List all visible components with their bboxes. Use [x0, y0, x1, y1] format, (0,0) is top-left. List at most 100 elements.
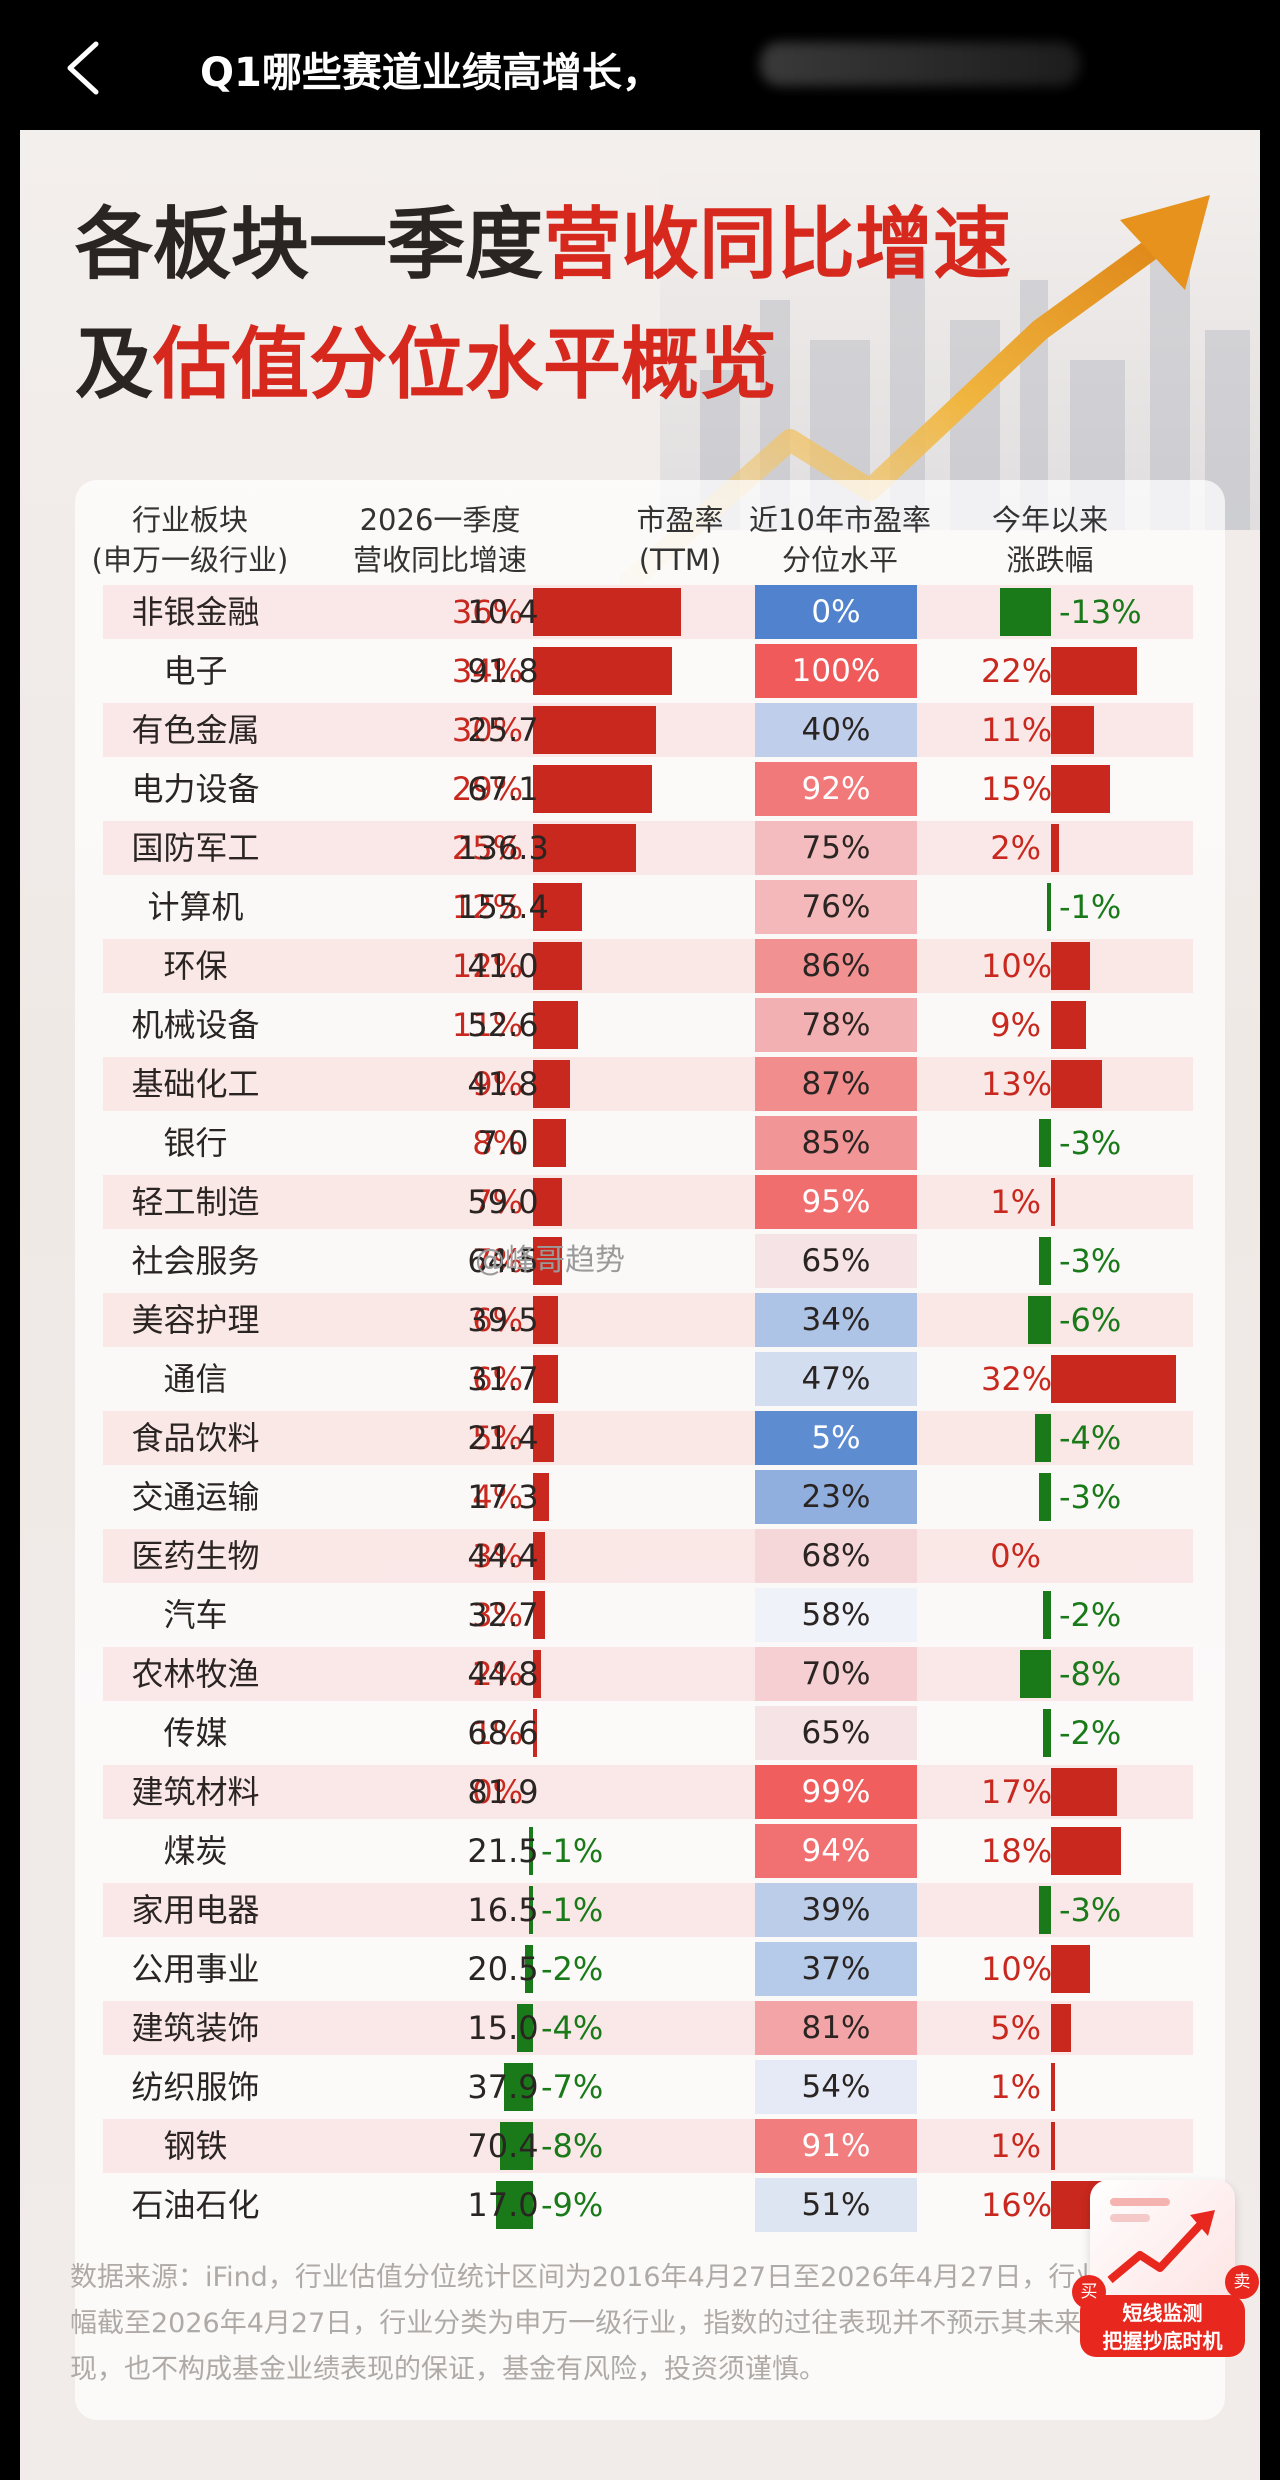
growth-value: 2%	[472, 1655, 523, 1693]
percentile-cell: 68%	[755, 1529, 917, 1583]
footer-disclaimer: 数据来源：iFind，行业估值分位统计区间为2016年4月27日至2026年4月…	[70, 2255, 1240, 2393]
percentile-cell: 85%	[755, 1116, 917, 1170]
change-value: 11%	[981, 711, 1053, 749]
table-row: 电子 34% 91.8 100% 22%	[103, 644, 1193, 698]
industry-name: 轻工制造	[131, 1183, 260, 1221]
growth-value: 3%	[472, 1596, 523, 1634]
table-row: 公用事业 -2% 20.5 37% 10%	[103, 1942, 1193, 1996]
industry-name: 通信	[163, 1360, 228, 1398]
sell-badge: 卖	[1225, 2265, 1259, 2299]
pe-value: 59.0	[467, 1183, 539, 1221]
pe-value: 67.1	[467, 770, 539, 808]
percentile-cell: 51%	[755, 2178, 917, 2232]
percentile-cell: 65%	[755, 1234, 917, 1288]
growth-value: 6%	[472, 1301, 523, 1339]
pe-value: 81.9	[467, 1773, 539, 1811]
growth-value: 6%	[472, 1360, 523, 1398]
growth-value: 1%	[472, 1714, 523, 1752]
pe-value: 68.6	[467, 1714, 539, 1752]
table-row: 传媒 1% 68.6 65% -2%	[103, 1706, 1193, 1760]
change-bar	[1051, 942, 1090, 990]
industry-name: 社会服务	[131, 1242, 260, 1280]
table-row: 机械设备 11% 52.6 78% 9%	[103, 998, 1193, 1052]
change-value: -13%	[1059, 593, 1142, 631]
change-value: 0%	[990, 1537, 1041, 1575]
change-bar	[1000, 588, 1051, 636]
percentile-cell: 47%	[755, 1352, 917, 1406]
pe-value: 52.6	[467, 1006, 539, 1044]
percentile-cell: 0%	[755, 585, 917, 639]
footer-line-1: 数据来源：iFind，行业估值分位统计区间为2016年4月27日至2026年4月…	[70, 2262, 1157, 2293]
change-value: 9%	[990, 1006, 1041, 1044]
table-row: 非银金融 36% 10.4 0% -13%	[103, 585, 1193, 639]
pe-value: 25.7	[467, 711, 539, 749]
percentile-cell: 40%	[755, 703, 917, 757]
industry-name: 传媒	[163, 1714, 228, 1752]
change-value: -2%	[1059, 1596, 1122, 1634]
change-bar	[1051, 1945, 1090, 1993]
growth-bar	[533, 1532, 546, 1580]
change-bar	[1039, 1119, 1051, 1167]
pe-value: 20.5	[467, 1950, 539, 1988]
ad-line-1: 短线监测	[1122, 2301, 1203, 2325]
table-row: 汽车 3% 32.7 58% -2%	[103, 1588, 1193, 1642]
table-row: 美容护理 6% 39.5 34% -6%	[103, 1293, 1193, 1347]
percentile-cell: 94%	[755, 1824, 917, 1878]
change-bar	[1051, 2063, 1055, 2111]
percentile-cell: 99%	[755, 1765, 917, 1819]
growth-bar	[533, 1355, 558, 1403]
change-bar	[1051, 1768, 1118, 1816]
growth-value: 4%	[472, 1478, 523, 1516]
industry-name: 国防军工	[131, 829, 260, 867]
table-row: 电力设备 29% 67.1 92% 15%	[103, 762, 1193, 816]
percentile-cell: 23%	[755, 1470, 917, 1524]
header-growth: 2026一季度 营收同比增速	[352, 503, 527, 577]
change-value: 16%	[981, 2186, 1053, 2224]
floating-ad-widget[interactable]: 短线监测 把握抄底时机 买 卖	[1072, 2170, 1259, 2360]
industry-name: 钢铁	[163, 2127, 228, 2165]
industry-name: 电子	[163, 652, 228, 690]
change-value: 32%	[981, 1360, 1053, 1398]
change-value: -1%	[1059, 888, 1122, 926]
change-bar	[1039, 1473, 1051, 1521]
change-bar	[1051, 1178, 1055, 1226]
growth-value: 7%	[472, 1242, 523, 1280]
header-percentile: 近10年市盈率 分位水平	[749, 503, 931, 577]
table-row: 石油石化 -9% 17.0 51% 16%	[103, 2178, 1193, 2232]
pe-value: 64.5	[467, 1242, 539, 1280]
percentile-cell: 95%	[755, 1175, 917, 1229]
growth-bar	[533, 1237, 562, 1285]
pe-value: 44.4	[467, 1537, 539, 1575]
growth-value: 25%	[451, 829, 523, 867]
percentile-cell: 70%	[755, 1647, 917, 1701]
change-bar	[1039, 1886, 1051, 1934]
percentile-cell: 87%	[755, 1057, 917, 1111]
growth-bar	[533, 1650, 542, 1698]
growth-bar	[533, 1414, 554, 1462]
percentile-cell: 5%	[755, 1411, 917, 1465]
change-value: 18%	[981, 1832, 1053, 1870]
ad-cta-button[interactable]: 短线监测 把握抄底时机	[1080, 2295, 1245, 2357]
change-value: 5%	[990, 2009, 1041, 2047]
percentile-cell: 76%	[755, 880, 917, 934]
change-bar	[1051, 1355, 1176, 1403]
headline-line1-b: 营收同比增速	[543, 200, 1012, 290]
industry-name: 电力设备	[131, 770, 260, 808]
ad-trend-icon	[1107, 2198, 1215, 2284]
percentile-cell: 92%	[755, 762, 917, 816]
pe-value: 155.4	[457, 888, 549, 926]
table-row: 计算机 12% 155.4 76% -1%	[103, 880, 1193, 934]
change-value: -4%	[1059, 1419, 1122, 1457]
industry-name: 家用电器	[131, 1891, 260, 1929]
growth-bar	[533, 706, 656, 754]
table-row: 国防军工 25% 136.3 75% 2%	[103, 821, 1193, 875]
growth-bar	[504, 2063, 533, 2111]
change-value: 1%	[990, 2127, 1041, 2165]
pe-value: 21.4	[467, 1419, 539, 1457]
table-row: 建筑材料 0% 81.9 99% 17%	[103, 1765, 1193, 1819]
footer-line-3: 现，也不构成基金业绩表现的保证，基金有风险，投资须谨慎。	[70, 2354, 826, 2385]
back-arrow-icon[interactable]	[60, 38, 110, 98]
headline-line2-b: 估值分位水平概览	[153, 320, 778, 410]
change-value: -2%	[1059, 1714, 1122, 1752]
watermark: @峰哥趋势	[475, 1243, 625, 1278]
